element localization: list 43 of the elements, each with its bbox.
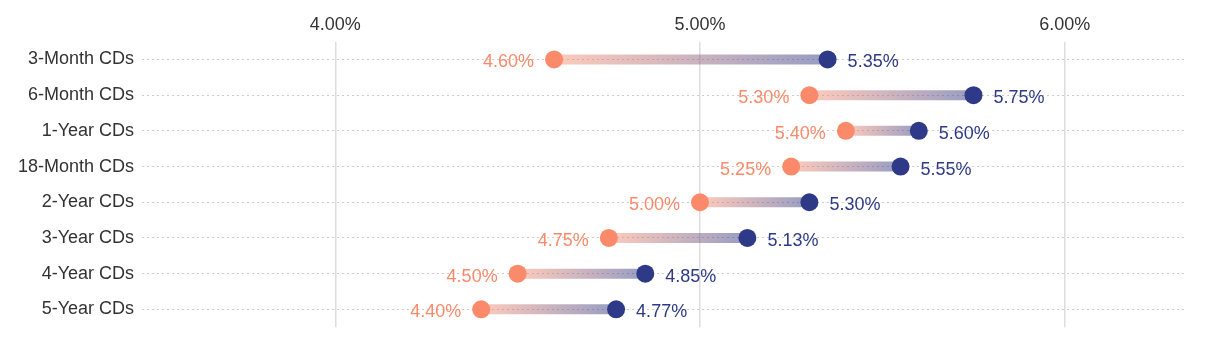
point — [636, 264, 655, 283]
point — [508, 264, 527, 283]
point — [964, 86, 983, 105]
data-label: 5.40% — [774, 122, 826, 143]
point — [738, 228, 757, 247]
data-label: 5.60% — [938, 122, 990, 143]
point — [800, 86, 819, 105]
point — [909, 121, 928, 140]
data-label: 4.77% — [636, 301, 688, 322]
point — [800, 193, 819, 212]
data-label: 4.60% — [483, 51, 535, 72]
data-label: 4.75% — [537, 229, 589, 250]
point — [545, 50, 564, 69]
point — [472, 300, 491, 319]
data-label: 5.75% — [993, 87, 1045, 108]
data-label: 5.13% — [767, 229, 819, 250]
y-tick-label: 1-Year CDs — [41, 119, 135, 140]
data-label: 5.25% — [720, 158, 772, 179]
x-tick-label: 4.00% — [309, 13, 361, 34]
x-tick-label: 5.00% — [674, 13, 726, 34]
data-label: 5.55% — [920, 158, 972, 179]
point — [836, 121, 855, 140]
point — [599, 228, 618, 247]
x-tick-label: 6.00% — [1039, 13, 1091, 34]
y-tick-label: 18-Month CDs — [18, 155, 135, 176]
data-label: 5.35% — [847, 51, 899, 72]
point — [818, 50, 837, 69]
y-tick-label: 3-Month CDs — [28, 48, 135, 69]
data-label: 4.50% — [446, 265, 498, 286]
y-tick-label: 5-Year CDs — [41, 298, 135, 319]
y-tick-label: 4-Year CDs — [41, 262, 135, 283]
y-tick-label: 3-Year CDs — [41, 226, 135, 247]
y-tick-label: 6-Month CDs — [28, 84, 135, 105]
data-label: 4.85% — [665, 265, 717, 286]
point — [782, 157, 801, 176]
data-label: 5.30% — [829, 194, 881, 215]
point — [891, 157, 910, 176]
data-label: 5.30% — [738, 87, 790, 108]
data-label: 4.40% — [410, 301, 462, 322]
point — [690, 193, 709, 212]
data-label: 5.00% — [628, 194, 680, 215]
y-tick-label: 2-Year CDs — [41, 191, 135, 212]
point — [607, 300, 626, 319]
